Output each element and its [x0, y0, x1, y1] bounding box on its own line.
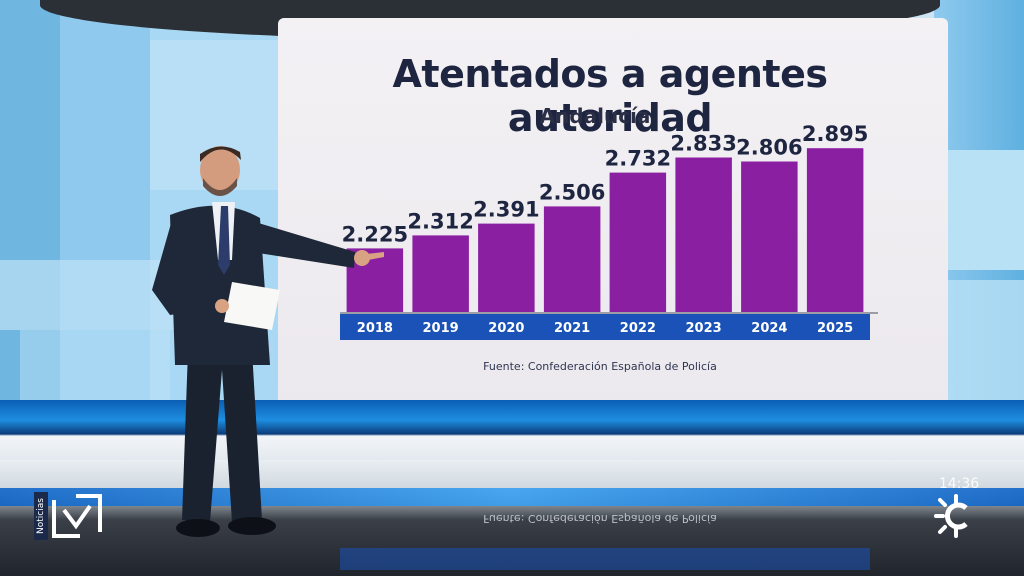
bar-2025	[806, 148, 864, 312]
x-tick-label-2023: 2023	[686, 321, 722, 336]
chart-subtitle: Andalucía	[539, 104, 651, 128]
bar-2022	[609, 172, 667, 312]
channel-logo: Noticias	[34, 492, 104, 542]
data-label-2021: 2.506	[539, 180, 605, 204]
studio-panel	[934, 280, 1024, 420]
presenter-figure	[152, 146, 384, 537]
bar-2021	[543, 206, 601, 312]
data-label-2024: 2.806	[736, 136, 802, 160]
bar-2023	[675, 157, 732, 312]
studio-panel	[20, 330, 170, 410]
x-tick-label-2025: 2025	[817, 321, 853, 336]
studio-background-right	[934, 0, 1024, 440]
x-tick-label-2020: 2020	[488, 321, 524, 336]
data-label-2020: 2.391	[473, 198, 539, 222]
data-label-2019: 2.312	[407, 209, 473, 233]
bar-2024	[741, 161, 798, 312]
bar-2019	[412, 235, 469, 312]
clock: 14:36	[938, 476, 980, 492]
led-strip	[0, 400, 1024, 462]
x-tick-label-2022: 2022	[620, 321, 656, 336]
x-tick-label-2018: 2018	[357, 321, 393, 336]
data-label-2018: 2.225	[342, 222, 408, 246]
chart-title: Atentados a agentes autoridad	[392, 52, 828, 140]
studio-panel	[934, 150, 1024, 270]
x-tick-label-2019: 2019	[423, 321, 459, 336]
source-reflection: Fuente: Confederación Española de Policí…	[483, 512, 717, 525]
x-tick-label-2021: 2021	[554, 321, 590, 336]
channel-label: Noticias	[34, 492, 48, 540]
canal-sur-noticias-logo	[52, 494, 102, 538]
data-label-2023: 2.833	[670, 132, 736, 156]
data-label-2022: 2.732	[605, 147, 671, 171]
data-label-2025: 2.895	[802, 122, 868, 146]
axis-band-reflection	[340, 548, 870, 570]
chart-source: Fuente: Confederación Española de Policí…	[483, 360, 717, 373]
x-tick-label-2024: 2024	[751, 321, 787, 336]
canal-sur-sun-logo	[934, 494, 968, 538]
bar-2020	[478, 223, 535, 312]
studio-panel	[0, 260, 180, 330]
x-axis-band	[340, 314, 870, 340]
